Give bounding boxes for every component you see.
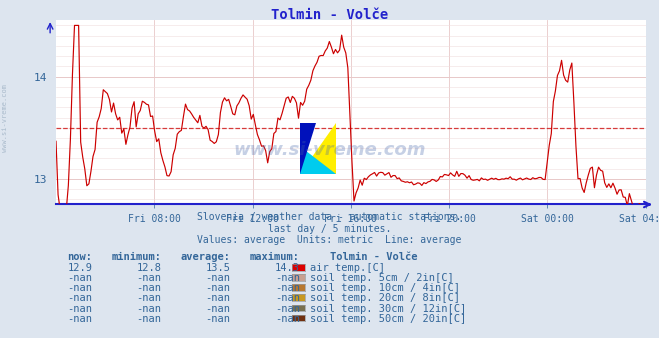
Text: www.si-vreme.com: www.si-vreme.com — [233, 141, 426, 160]
Text: soil temp. 20cm / 8in[C]: soil temp. 20cm / 8in[C] — [310, 293, 460, 304]
Text: -nan: -nan — [67, 304, 92, 314]
Text: -nan: -nan — [67, 293, 92, 304]
Text: -nan: -nan — [206, 304, 231, 314]
Text: Tolmin - Volče: Tolmin - Volče — [330, 252, 417, 262]
Text: soil temp. 5cm / 2in[C]: soil temp. 5cm / 2in[C] — [310, 273, 453, 283]
Text: -nan: -nan — [206, 273, 231, 283]
Text: -nan: -nan — [275, 273, 300, 283]
Polygon shape — [300, 123, 316, 174]
Text: Tolmin - Volče: Tolmin - Volče — [271, 8, 388, 22]
Text: -nan: -nan — [136, 283, 161, 293]
Text: minimum:: minimum: — [111, 252, 161, 262]
Text: Slovenia / weather data - automatic stations.: Slovenia / weather data - automatic stat… — [197, 212, 462, 222]
Text: -nan: -nan — [136, 293, 161, 304]
Polygon shape — [300, 146, 336, 174]
Text: 12.9: 12.9 — [67, 263, 92, 273]
Text: -nan: -nan — [275, 293, 300, 304]
Text: 13.5: 13.5 — [206, 263, 231, 273]
Text: -nan: -nan — [67, 273, 92, 283]
Text: -nan: -nan — [275, 283, 300, 293]
Text: -nan: -nan — [136, 304, 161, 314]
Text: soil temp. 50cm / 20in[C]: soil temp. 50cm / 20in[C] — [310, 314, 466, 324]
Text: -nan: -nan — [206, 283, 231, 293]
Text: air temp.[C]: air temp.[C] — [310, 263, 385, 273]
Text: 14.3: 14.3 — [275, 263, 300, 273]
Text: soil temp. 10cm / 4in[C]: soil temp. 10cm / 4in[C] — [310, 283, 460, 293]
Polygon shape — [300, 123, 336, 174]
Text: soil temp. 30cm / 12in[C]: soil temp. 30cm / 12in[C] — [310, 304, 466, 314]
Text: 12.8: 12.8 — [136, 263, 161, 273]
Text: maximum:: maximum: — [250, 252, 300, 262]
Text: -nan: -nan — [136, 314, 161, 324]
Text: -nan: -nan — [67, 314, 92, 324]
Text: now:: now: — [67, 252, 92, 262]
Text: average:: average: — [181, 252, 231, 262]
Text: -nan: -nan — [136, 273, 161, 283]
Text: www.si-vreme.com: www.si-vreme.com — [2, 84, 9, 152]
Text: -nan: -nan — [67, 283, 92, 293]
Text: -nan: -nan — [206, 293, 231, 304]
Text: -nan: -nan — [275, 304, 300, 314]
Text: last day / 5 minutes.: last day / 5 minutes. — [268, 224, 391, 234]
Text: -nan: -nan — [206, 314, 231, 324]
Text: Values: average  Units: metric  Line: average: Values: average Units: metric Line: aver… — [197, 235, 462, 245]
Text: -nan: -nan — [275, 314, 300, 324]
